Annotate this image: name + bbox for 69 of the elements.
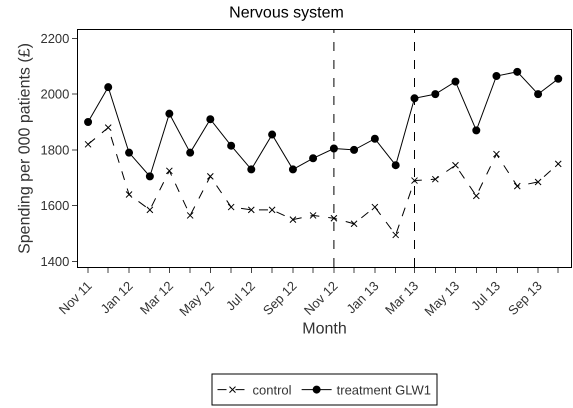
point xyxy=(431,90,440,98)
x-tick-label: May 12 xyxy=(176,278,218,319)
point xyxy=(514,182,521,190)
point xyxy=(268,130,276,139)
y-tick-label: 2200 xyxy=(40,30,70,46)
point xyxy=(392,231,400,238)
point xyxy=(125,148,134,157)
point xyxy=(104,83,112,92)
point xyxy=(84,140,92,148)
y-tick-label: 1400 xyxy=(40,254,70,269)
point xyxy=(310,212,317,219)
point xyxy=(350,220,358,228)
x-tick-label: Jan 13 xyxy=(343,278,382,316)
point xyxy=(186,148,194,157)
chart-title: Nervous system xyxy=(229,4,344,22)
x-tick-label: Mar 12 xyxy=(136,278,176,318)
point xyxy=(330,144,338,152)
x-tick-label: Jul 13 xyxy=(468,278,504,314)
point xyxy=(146,206,154,214)
point xyxy=(165,110,174,118)
y-axis-title: Spending per 000 patients (£) xyxy=(16,43,34,254)
point xyxy=(186,212,194,219)
point xyxy=(554,160,562,168)
x-tick-label: Nov 12 xyxy=(300,278,341,318)
point xyxy=(166,167,173,174)
x-tick-label: Sep 12 xyxy=(260,278,300,318)
x-tick-label: May 13 xyxy=(421,278,462,319)
point xyxy=(227,142,236,150)
point xyxy=(206,172,214,180)
point xyxy=(534,178,542,186)
point xyxy=(84,118,92,126)
point xyxy=(492,72,500,80)
point xyxy=(268,206,276,214)
point xyxy=(392,161,400,170)
point xyxy=(330,214,338,222)
point xyxy=(472,192,480,200)
point xyxy=(206,115,214,124)
point xyxy=(554,74,562,83)
point xyxy=(309,154,318,162)
point xyxy=(248,206,255,214)
point xyxy=(472,126,480,134)
point xyxy=(370,134,379,143)
x-tick-label: Mar 13 xyxy=(382,278,422,318)
point xyxy=(146,172,154,180)
point xyxy=(492,150,500,158)
point xyxy=(371,204,378,211)
point xyxy=(513,68,522,76)
point xyxy=(451,78,460,86)
x-tick-label: Jul 12 xyxy=(222,278,258,314)
x-axis-title: Month xyxy=(302,320,347,338)
point xyxy=(452,162,459,169)
point xyxy=(289,216,296,224)
point xyxy=(104,124,112,132)
x-tick-label: Jan 12 xyxy=(98,278,136,316)
legend-label: control xyxy=(252,382,292,398)
point xyxy=(411,177,418,184)
point xyxy=(350,146,358,154)
point xyxy=(288,165,297,174)
point xyxy=(228,204,235,211)
point xyxy=(432,176,439,183)
legend-label: treatment GLW1 xyxy=(336,382,432,398)
point xyxy=(247,165,256,174)
x-tick-label: Nov 11 xyxy=(56,278,95,318)
y-tick-label: 1600 xyxy=(40,198,70,214)
point xyxy=(534,90,542,98)
x-tick-label: Sep 13 xyxy=(505,278,545,318)
point xyxy=(126,191,133,198)
y-tick-label: 1800 xyxy=(40,142,70,158)
y-tick-label: 2000 xyxy=(40,86,70,102)
